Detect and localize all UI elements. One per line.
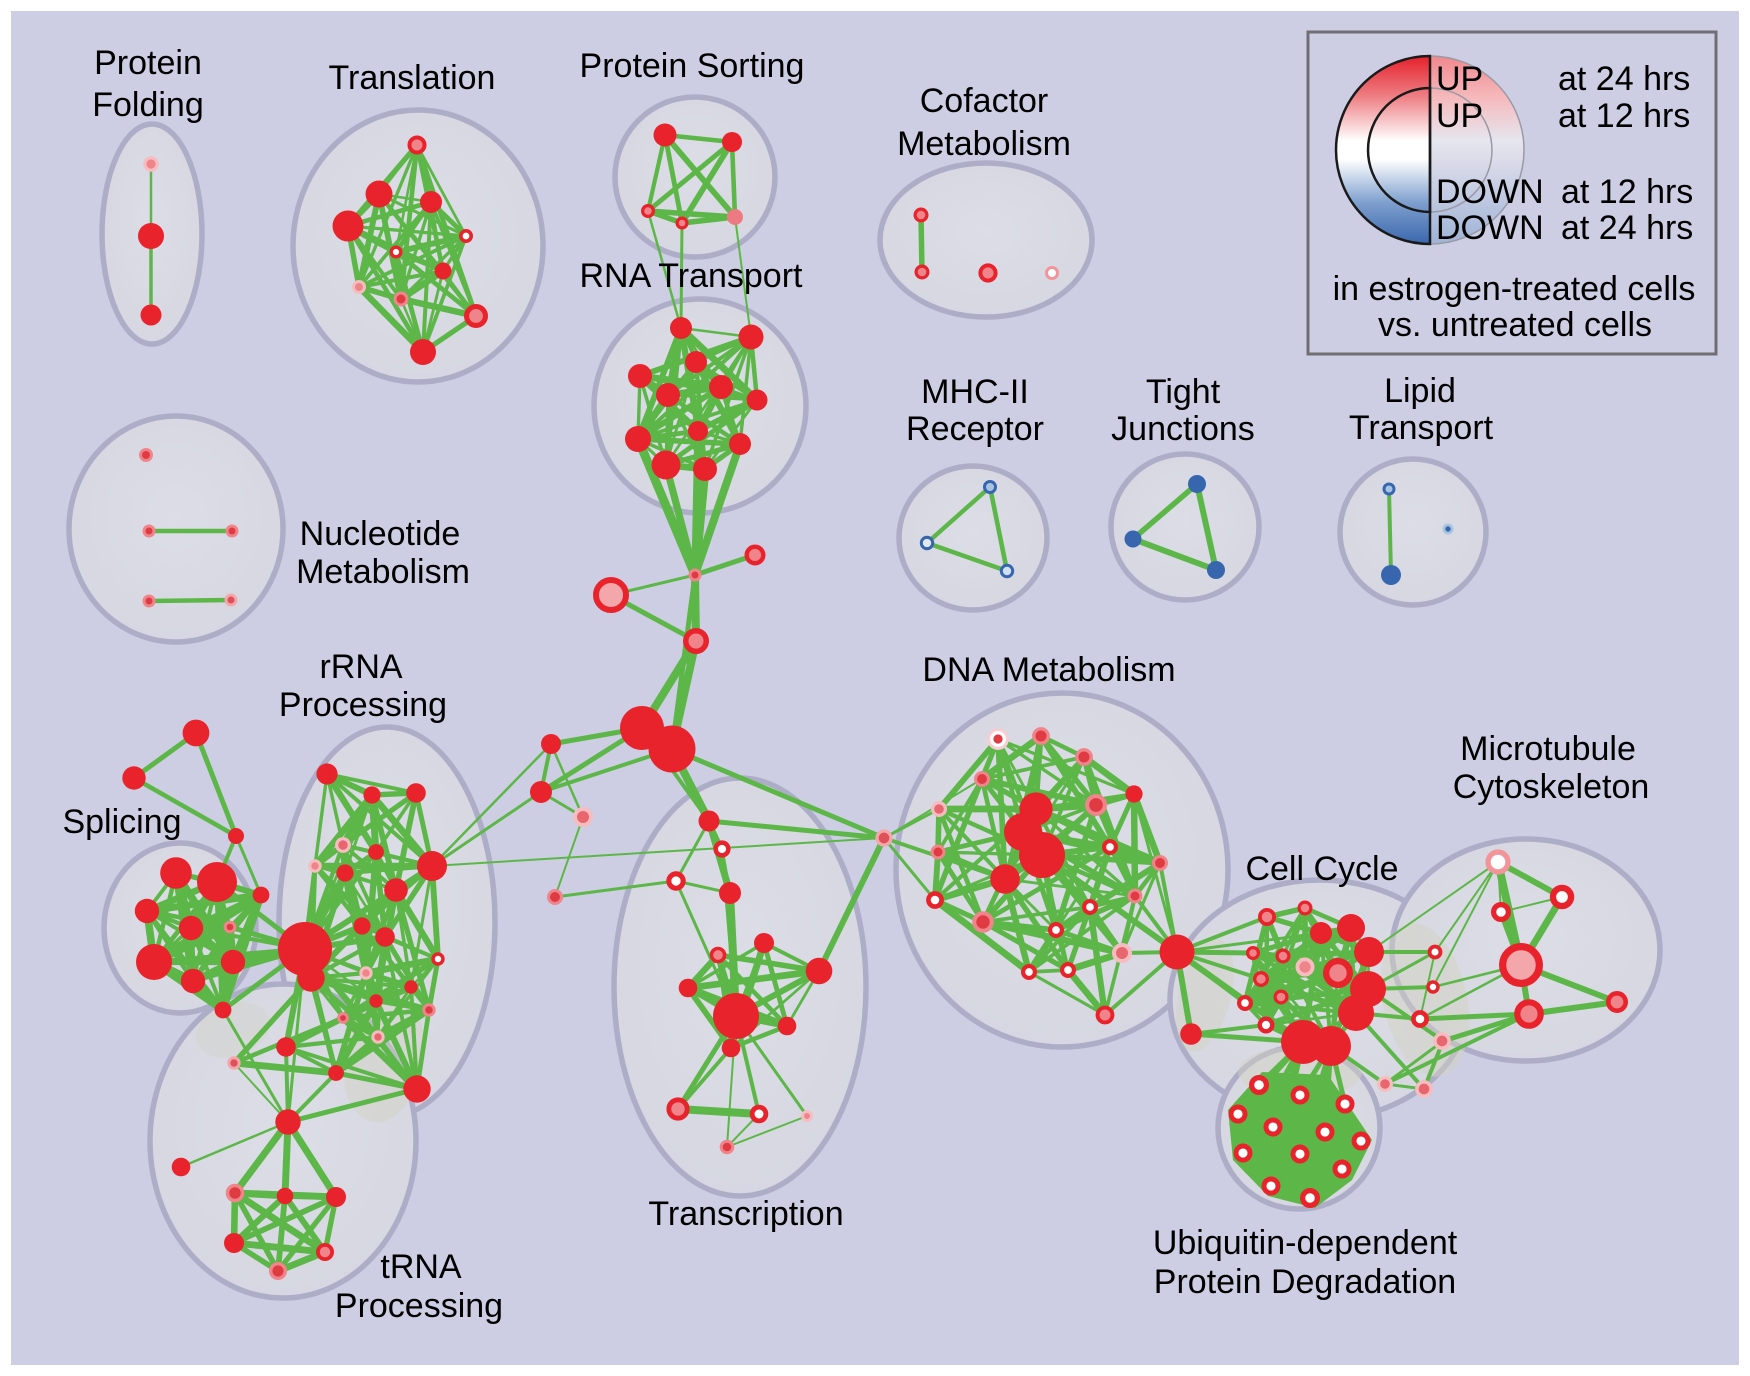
svg-text:Receptor: Receptor [906, 410, 1044, 448]
svg-text:DOWN: DOWN [1436, 173, 1544, 211]
svg-text:Splicing: Splicing [62, 803, 181, 841]
svg-text:Cell Cycle: Cell Cycle [1245, 850, 1398, 888]
svg-text:MHC-II: MHC-II [921, 373, 1029, 411]
svg-text:Metabolism: Metabolism [296, 553, 470, 591]
svg-text:Transcription: Transcription [648, 1195, 843, 1233]
svg-text:in estrogen-treated cells: in estrogen-treated cells [1333, 270, 1696, 308]
svg-text:Cytoskeleton: Cytoskeleton [1453, 768, 1650, 806]
svg-text:Translation: Translation [329, 59, 496, 97]
svg-text:Lipid: Lipid [1384, 372, 1456, 410]
svg-text:at 12 hrs: at 12 hrs [1561, 173, 1693, 211]
svg-text:Metabolism: Metabolism [897, 125, 1071, 163]
svg-text:Junctions: Junctions [1111, 410, 1255, 448]
svg-text:Processing: Processing [335, 1287, 503, 1325]
svg-text:UP: UP [1436, 60, 1483, 98]
svg-text:at 24 hrs: at 24 hrs [1558, 60, 1690, 98]
svg-text:Protein Degradation: Protein Degradation [1154, 1263, 1456, 1301]
svg-text:RNA Transport: RNA Transport [580, 257, 804, 295]
svg-text:UP: UP [1436, 97, 1483, 135]
svg-text:Transport: Transport [1349, 409, 1494, 447]
svg-text:tRNA: tRNA [380, 1248, 462, 1286]
svg-text:Protein: Protein [94, 44, 202, 82]
svg-text:Folding: Folding [92, 86, 204, 124]
svg-text:DOWN: DOWN [1436, 209, 1544, 247]
svg-text:Tight: Tight [1146, 373, 1221, 411]
svg-text:rRNA: rRNA [319, 648, 402, 686]
svg-text:Microtubule: Microtubule [1460, 730, 1636, 768]
svg-text:at 24 hrs: at 24 hrs [1561, 209, 1693, 247]
svg-text:Protein Sorting: Protein Sorting [580, 47, 805, 85]
svg-text:Processing: Processing [279, 686, 447, 724]
svg-text:vs. untreated cells: vs. untreated cells [1378, 306, 1652, 344]
svg-text:Cofactor: Cofactor [920, 82, 1049, 120]
svg-text:Ubiquitin-dependent: Ubiquitin-dependent [1153, 1224, 1458, 1262]
svg-text:at 12 hrs: at 12 hrs [1558, 97, 1690, 135]
svg-text:DNA Metabolism: DNA Metabolism [922, 651, 1175, 689]
svg-text:Nucleotide: Nucleotide [300, 515, 461, 553]
